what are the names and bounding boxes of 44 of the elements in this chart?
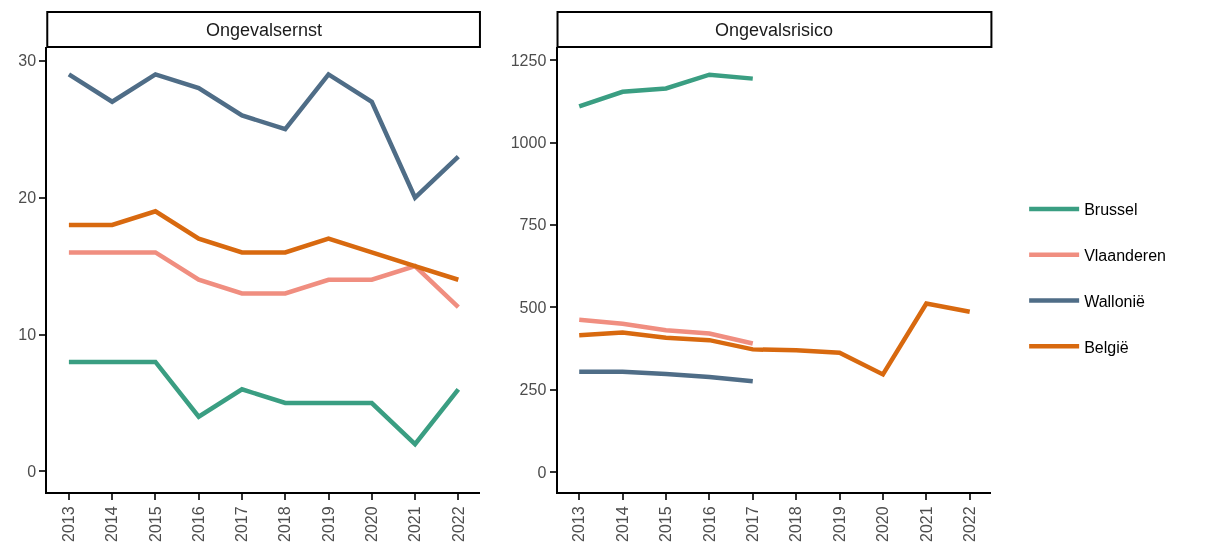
x-tick-label: 2016 <box>700 506 718 542</box>
y-tick-label: 1250 <box>510 51 547 69</box>
x-tick-label: 2015 <box>146 506 164 542</box>
line-series <box>576 317 756 346</box>
y-tick-label: 10 <box>18 326 37 344</box>
x-tick-label: 2020 <box>362 506 380 542</box>
x-tick-label: 2015 <box>657 506 675 542</box>
line-series <box>576 369 756 384</box>
legend-label: Brussel <box>1084 201 1138 219</box>
line-series <box>66 72 461 200</box>
x-tick-label: 2018 <box>787 506 805 542</box>
legend-label: Wallonië <box>1084 292 1146 310</box>
x-tick-label: 2018 <box>276 506 294 542</box>
legend-label: Vlaanderen <box>1084 246 1166 264</box>
line-series <box>66 359 461 447</box>
x-tick-label: 2014 <box>613 506 631 542</box>
y-tick-label: 20 <box>18 189 37 207</box>
line-series <box>576 301 972 377</box>
x-tick-label: 2021 <box>406 506 424 542</box>
x-tick-label: 2021 <box>917 506 935 542</box>
y-tick-label: 250 <box>519 381 547 399</box>
line-series <box>576 72 756 109</box>
x-tick-label: 2022 <box>449 506 467 542</box>
line-series <box>66 209 461 283</box>
y-tick-label: 750 <box>519 216 547 234</box>
x-tick-label: 2020 <box>874 506 892 542</box>
y-tick-label: 500 <box>519 298 547 316</box>
x-tick-label: 2017 <box>743 506 761 542</box>
line-series <box>66 250 461 310</box>
y-tick-label: 1000 <box>510 134 547 152</box>
x-tick-label: 2014 <box>103 506 121 542</box>
x-tick-label: 2019 <box>319 506 337 542</box>
y-tick-label: 0 <box>27 463 37 481</box>
y-tick-label: 30 <box>18 52 37 70</box>
y-tick-label: 0 <box>537 463 547 481</box>
x-tick-label: 2013 <box>570 506 588 542</box>
x-tick-label: 2013 <box>60 506 78 542</box>
x-tick-label: 2017 <box>233 506 251 542</box>
x-tick-label: 2022 <box>960 506 978 542</box>
chart-title: Ongevalsrisico <box>715 20 834 40</box>
legend-label: België <box>1084 338 1129 356</box>
chart-title: Ongevalsernst <box>206 20 323 40</box>
x-tick-label: 2019 <box>830 506 848 542</box>
x-tick-label: 2016 <box>189 506 207 542</box>
